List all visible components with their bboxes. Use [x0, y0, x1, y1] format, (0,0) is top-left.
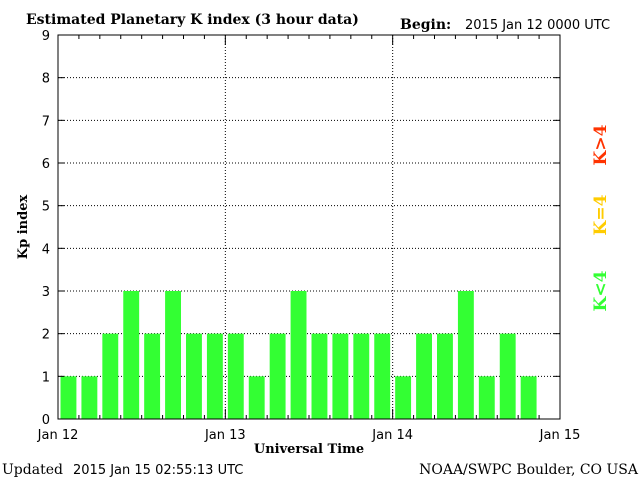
- y-tick-label: 3: [42, 285, 50, 300]
- kp-bar: [165, 291, 181, 419]
- kp-bar: [353, 333, 370, 419]
- kp-bar: [416, 333, 432, 419]
- y-tick-label: 8: [42, 72, 50, 87]
- begin-label: Begin:: [400, 17, 451, 33]
- kp-bar: [478, 376, 495, 419]
- x-tick-label: Jan 13: [204, 428, 246, 443]
- legend-label: K=4: [591, 194, 611, 235]
- x-tick-label: Jan 14: [371, 428, 413, 443]
- kp-bar: [227, 333, 244, 419]
- x-tick-label: Jan 12: [37, 428, 79, 443]
- kp-bar: [81, 376, 98, 419]
- x-tick-label: Jan 15: [539, 428, 581, 443]
- y-tick-label: 4: [42, 242, 50, 257]
- kp-bar: [311, 333, 328, 419]
- y-tick-label: 0: [42, 413, 50, 428]
- kp-bar: [60, 376, 77, 419]
- kp-bar: [437, 333, 453, 419]
- kp-bar: [206, 333, 223, 419]
- y-axis-label: Kp index: [16, 195, 31, 260]
- legend-label: K<4: [591, 270, 611, 311]
- kp-bar: [123, 291, 140, 419]
- begin-value: 2015 Jan 12 0000 UTC: [465, 18, 610, 33]
- kp-bar: [332, 333, 349, 419]
- kp-bar: [248, 376, 265, 419]
- credit-text: NOAA/SWPC Boulder, CO USA: [419, 462, 639, 478]
- ticks: [57, 34, 561, 420]
- kp-bar: [102, 333, 119, 419]
- y-tick-label: 6: [42, 157, 50, 172]
- x-axis-label: Universal Time: [254, 442, 364, 457]
- kp-bar: [186, 333, 202, 419]
- updated-label: Updated: [2, 462, 63, 478]
- bars: [60, 291, 558, 419]
- kp-bar: [520, 376, 537, 419]
- kp-bar: [290, 291, 307, 419]
- legend: K>4 K=4 K<4: [591, 124, 611, 311]
- kp-bar: [457, 291, 474, 419]
- y-tick-labels: 0 1 2 3 4 5 6 7 8 9: [42, 29, 50, 428]
- kp-bar: [374, 333, 391, 419]
- updated-value: 2015 Jan 15 02:55:13 UTC: [73, 463, 243, 478]
- y-tick-label: 5: [42, 200, 50, 215]
- y-tick-label: 7: [42, 114, 50, 129]
- legend-label: K>4: [591, 124, 611, 165]
- y-tick-label: 2: [42, 328, 50, 343]
- y-tick-label: 1: [42, 370, 50, 385]
- x-tick-labels: Jan 12 Jan 13 Jan 14 Jan 15: [37, 428, 581, 443]
- y-tick-label: 9: [42, 29, 50, 44]
- kp-bar: [144, 333, 161, 419]
- kp-bar: [395, 376, 412, 419]
- kp-bar: [269, 333, 286, 419]
- chart-title: Estimated Planetary K index (3 hour data…: [26, 12, 359, 28]
- grid-lines: [58, 35, 560, 419]
- kp-bar: [499, 333, 516, 419]
